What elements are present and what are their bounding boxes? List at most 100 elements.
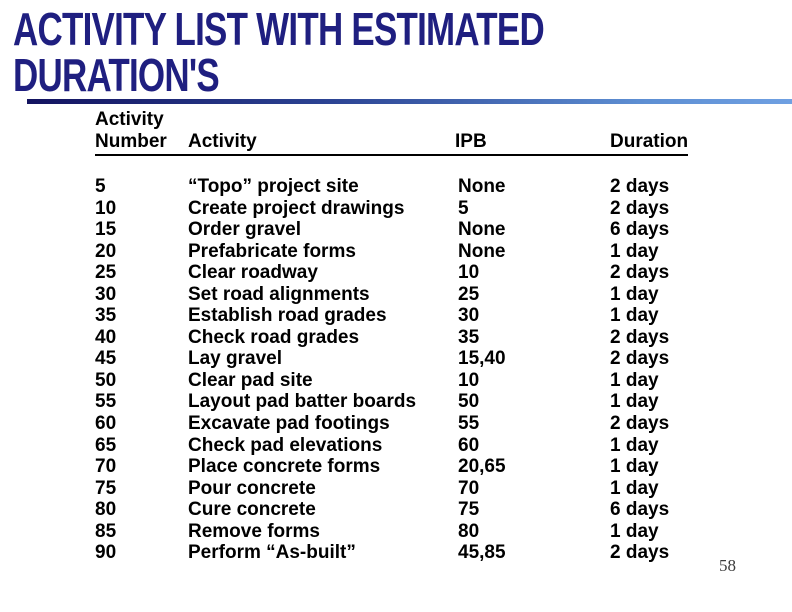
duration-cell: 1 day: [610, 456, 659, 478]
table-row: 70 Place concrete forms 20,65 1 day: [95, 456, 688, 478]
activity-number-cell: 75: [95, 477, 117, 499]
ipb-cell: None: [458, 219, 506, 241]
activity-cell: Clear roadway: [188, 262, 318, 284]
title-underline-rule: [27, 99, 792, 104]
table-row: 35 Establish road grades 30 1 day: [95, 305, 688, 327]
duration-cell: 1 day: [610, 283, 659, 305]
activity-number-cell: 10: [95, 197, 117, 219]
table-row: 85 Remove forms 80 1 day: [95, 521, 688, 543]
activity-number-cell: 60: [95, 413, 117, 435]
header-activity: Activity: [188, 130, 257, 152]
activity-number-cell: 45: [95, 348, 117, 370]
duration-cell: 6 days: [610, 499, 670, 521]
ipb-cell: 35: [458, 326, 480, 348]
ipb-cell: 10: [458, 262, 480, 284]
activity-cell: Set road alignments: [188, 283, 370, 305]
duration-cell: 1 day: [610, 520, 659, 542]
table-row: 60 Excavate pad footings 55 2 days: [95, 413, 688, 435]
table-body: 5 “Topo” project site None 2 days 10 Cre…: [95, 176, 688, 564]
activity-number-cell: 30: [95, 283, 117, 305]
activity-number-cell: 15: [95, 219, 117, 241]
activity-cell: “Topo” project site: [188, 176, 359, 197]
ipb-cell: 15,40: [458, 348, 506, 370]
activity-number-cell: 20: [95, 240, 117, 262]
table-row: 5 “Topo” project site None 2 days: [95, 176, 688, 198]
duration-cell: 1 day: [610, 477, 659, 499]
activity-number-cell: 5: [95, 176, 106, 197]
activity-cell: Layout pad batter boards: [188, 391, 417, 413]
duration-cell: 2 days: [610, 197, 670, 219]
header-activity-number-line2: Number: [95, 130, 167, 152]
activity-number-cell: 50: [95, 369, 117, 391]
table-row: 55 Layout pad batter boards 50 1 day: [95, 391, 688, 413]
activity-cell: Create project drawings: [188, 197, 405, 219]
activity-number-cell: 90: [95, 542, 117, 564]
activity-cell: Perform “As-built”: [188, 542, 356, 564]
ipb-cell: 25: [458, 283, 480, 305]
duration-cell: 2 days: [610, 176, 670, 197]
ipb-cell: 80: [458, 520, 480, 542]
ipb-cell: 45,85: [458, 542, 506, 564]
activity-cell: Establish road grades: [188, 305, 387, 327]
activity-cell: Place concrete forms: [188, 456, 381, 478]
activity-number-cell: 55: [95, 391, 117, 413]
slide-title-line1: ACTIVITY LIST WITH ESTIMATED: [13, 3, 545, 55]
activity-number-cell: 65: [95, 434, 117, 456]
header-ipb: IPB: [455, 130, 487, 152]
header-activity-number-line1: Activity: [95, 109, 164, 130]
duration-cell: 1 day: [610, 305, 659, 327]
table-row: 20 Prefabricate forms None 1 day: [95, 241, 688, 263]
activity-table: Activity Number Activity IPB Duration 5 …: [95, 109, 688, 564]
table-row: 40 Check road grades 35 2 days: [95, 327, 688, 349]
activity-number-cell: 85: [95, 520, 117, 542]
duration-cell: 1 day: [610, 240, 659, 262]
table-row: 75 Pour concrete 70 1 day: [95, 478, 688, 500]
table-row: 15 Order gravel None 6 days: [95, 219, 688, 241]
ipb-cell: 20,65: [458, 456, 506, 478]
duration-cell: 2 days: [610, 262, 670, 284]
ipb-cell: 75: [458, 499, 480, 521]
table-row: 90 Perform “As-built” 45,85 2 days: [95, 542, 688, 564]
table-row: 65 Check pad elevations 60 1 day: [95, 435, 688, 457]
duration-cell: 1 day: [610, 391, 659, 413]
activity-number-cell: 25: [95, 262, 117, 284]
duration-cell: 2 days: [610, 542, 670, 564]
duration-cell: 6 days: [610, 219, 670, 241]
activity-cell: Remove forms: [188, 520, 320, 542]
ipb-cell: 55: [458, 413, 480, 435]
activity-cell: Order gravel: [188, 219, 301, 241]
activity-number-cell: 40: [95, 326, 117, 348]
activity-cell: Check pad elevations: [188, 434, 383, 456]
table-row: 80 Cure concrete 75 6 days: [95, 499, 688, 521]
ipb-cell: 5: [458, 197, 469, 219]
activity-number-cell: 35: [95, 305, 117, 327]
activity-cell: Check road grades: [188, 326, 360, 348]
ipb-cell: None: [458, 240, 506, 262]
activity-cell: Clear pad site: [188, 369, 313, 391]
activity-cell: Prefabricate forms: [188, 240, 356, 262]
ipb-cell: 60: [458, 434, 480, 456]
table-row: 50 Clear pad site 10 1 day: [95, 370, 688, 392]
activity-cell: Lay gravel: [188, 348, 282, 370]
activity-cell: Excavate pad footings: [188, 413, 390, 435]
slide-title: ACTIVITY LIST WITH ESTIMATED DURATION'S: [13, 3, 545, 101]
table-row: 30 Set road alignments 25 1 day: [95, 284, 688, 306]
table-header-row-2: Number Activity IPB Duration: [95, 130, 689, 156]
table-row: 10 Create project drawings 5 2 days: [95, 198, 688, 220]
ipb-cell: 30: [458, 305, 480, 327]
activity-cell: Cure concrete: [188, 499, 316, 521]
activity-number-cell: 70: [95, 456, 117, 478]
ipb-cell: None: [458, 176, 506, 197]
duration-cell: 2 days: [610, 326, 670, 348]
duration-cell: 1 day: [610, 434, 659, 456]
activity-number-cell: 80: [95, 499, 117, 521]
table-row: 25 Clear roadway 10 2 days: [95, 262, 688, 284]
header-duration: Duration: [610, 130, 689, 152]
activity-cell: Pour concrete: [188, 477, 316, 499]
duration-cell: 2 days: [610, 413, 670, 435]
slide-title-line2: DURATION'S: [13, 49, 220, 101]
duration-cell: 2 days: [610, 348, 670, 370]
duration-cell: 1 day: [610, 369, 659, 391]
ipb-cell: 70: [458, 477, 480, 499]
ipb-cell: 50: [458, 391, 480, 413]
